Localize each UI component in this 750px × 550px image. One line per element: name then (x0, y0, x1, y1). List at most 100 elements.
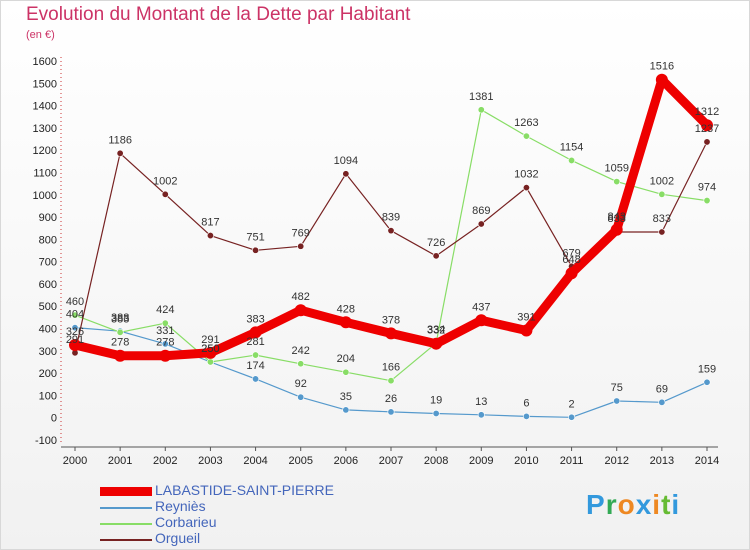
y-tick-label: 500 (39, 301, 57, 313)
data-point-labastide (610, 223, 623, 236)
logo-letter: P (586, 489, 606, 520)
y-tick-label: 300 (39, 346, 57, 358)
legend-swatch-labastide (100, 487, 152, 496)
data-point-orgueil (116, 149, 124, 157)
data-point-labastide (69, 339, 81, 352)
data-point-reynies (252, 375, 260, 383)
data-label-reynies: 404 (66, 309, 84, 321)
data-label-corbarieu: 424 (156, 304, 174, 316)
data-label-orgueil: 817 (201, 217, 219, 229)
y-tick-label: 1500 (33, 78, 57, 90)
data-point-labastide (339, 316, 352, 329)
chart-subtitle: (en €) (26, 29, 55, 41)
data-point-orgueil (477, 220, 485, 228)
data-label-labastide: 291 (201, 334, 219, 346)
x-tick-label: 2014 (695, 455, 719, 467)
data-label-orgueil: 726 (427, 237, 445, 249)
data-point-labastide (249, 326, 262, 339)
data-labels: 404 388 331 250 174 92 35 26 19 13 6 2 75 69 159 460 383… (66, 61, 719, 411)
x-tick-label: 2010 (514, 455, 538, 467)
data-label-corbarieu: 460 (66, 296, 84, 308)
data-label-labastide: 1312 (695, 106, 719, 118)
data-point-labastide (204, 346, 217, 359)
data-point-corbarieu (206, 358, 214, 366)
x-tick-label: 2004 (243, 455, 267, 467)
data-point-labastide (655, 73, 668, 86)
data-label-orgueil: 1002 (153, 175, 177, 187)
logo-letter: i (671, 489, 681, 520)
data-point-orgueil (206, 232, 214, 240)
x-tick-label: 2011 (560, 455, 584, 467)
data-point-labastide (294, 304, 307, 317)
data-point-corbarieu (71, 311, 79, 319)
data-label-labastide: 1516 (650, 61, 674, 73)
data-label-orgueil: 833 (653, 213, 671, 225)
y-tick-label: 700 (39, 257, 57, 269)
data-label-labastide: 648 (562, 254, 580, 266)
data-point-orgueil (703, 138, 711, 146)
legend-label-corbarieu: Corbarieu (155, 514, 217, 530)
data-point-corbarieu (297, 360, 305, 368)
data-point-reynies (522, 412, 530, 420)
y-tick-label: 600 (39, 279, 57, 291)
x-tick-label: 2008 (424, 455, 448, 467)
data-label-corbarieu: 166 (382, 362, 400, 374)
data-point-reynies (161, 340, 169, 348)
y-tick-label: 1100 (33, 167, 57, 179)
legend-swatch-corbarieu (100, 523, 152, 525)
data-label-corbarieu: 974 (698, 182, 716, 194)
data-label-corbarieu: 1263 (514, 117, 538, 129)
data-label-reynies: 19 (430, 394, 442, 406)
y-tick-label: 400 (39, 324, 57, 336)
series-layer (69, 73, 713, 421)
x-tick-label: 2000 (63, 455, 87, 467)
x-tick-label: 2013 (650, 455, 674, 467)
data-label-orgueil: 1237 (695, 123, 719, 135)
data-label-orgueil: 679 (562, 247, 580, 259)
data-label-corbarieu: 1059 (604, 163, 628, 175)
y-tick-label: 1400 (33, 101, 57, 113)
legend-label-labastide: LABASTIDE-SAINT-PIERRE (155, 482, 334, 498)
data-label-reynies: 92 (295, 378, 307, 390)
data-label-orgueil: 1186 (108, 134, 132, 146)
data-label-reynies: 35 (340, 391, 352, 403)
y-tick-label: 900 (39, 212, 57, 224)
logo-letter: i (652, 489, 662, 520)
y-tick-label: 1200 (33, 145, 57, 157)
legend-swatch-orgueil (100, 539, 152, 541)
data-point-corbarieu (522, 132, 530, 140)
data-point-reynies (477, 411, 485, 419)
data-point-labastide (385, 327, 397, 340)
data-label-corbarieu: 1002 (650, 175, 674, 187)
data-point-reynies (568, 413, 576, 421)
logo-letter: o (617, 489, 636, 520)
data-label-orgueil: 769 (292, 227, 310, 239)
data-label-corbarieu: 281 (246, 336, 264, 348)
y-tick-label: 800 (39, 234, 57, 246)
data-label-labastide: 332 (427, 325, 445, 337)
data-label-corbarieu: 250 (201, 343, 219, 355)
x-tick-label: 2009 (469, 455, 493, 467)
data-point-reynies (387, 408, 395, 416)
logo-letter: t (661, 489, 672, 520)
data-label-corbarieu: 334 (427, 324, 445, 336)
legend-swatch-reynies (100, 507, 152, 509)
logo-letter: x (635, 489, 653, 520)
data-point-reynies (613, 397, 621, 405)
data-label-reynies: 331 (156, 325, 174, 337)
data-point-orgueil (161, 190, 169, 198)
data-label-reynies: 388 (111, 312, 129, 324)
data-label-corbarieu: 242 (292, 345, 310, 357)
data-point-labastide (114, 349, 127, 362)
legend-label-orgueil: Orgueil (155, 530, 201, 546)
data-label-corbarieu: 1381 (469, 91, 493, 103)
data-point-labastide (159, 349, 172, 362)
data-point-labastide (520, 324, 533, 337)
data-point-orgueil (387, 227, 395, 235)
data-label-labastide: 278 (156, 337, 174, 349)
x-tick-label: 2005 (288, 455, 312, 467)
data-label-reynies: 2 (569, 398, 575, 410)
data-label-reynies: 174 (246, 360, 264, 372)
data-label-orgueil: 1032 (514, 169, 538, 181)
